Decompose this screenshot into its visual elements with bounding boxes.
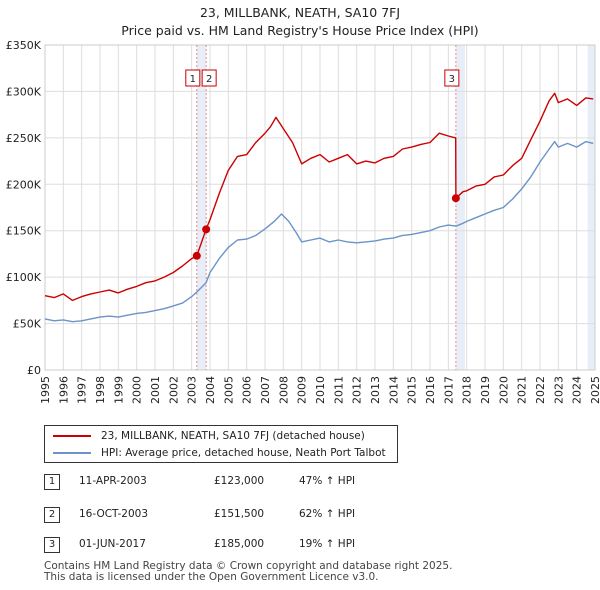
x-tick-label: 1997: [76, 376, 89, 404]
y-tick-label: £350K: [6, 39, 42, 52]
sale-marker-box: [185, 69, 201, 87]
x-tick-label: 2021: [516, 376, 529, 404]
x-tick-label: 2012: [351, 376, 364, 404]
transaction-number: 3: [44, 537, 60, 553]
sale-marker-box: [444, 69, 460, 87]
sale-marker-label: 2: [206, 74, 212, 85]
x-tick-label: 2003: [186, 376, 199, 404]
x-tick-label: 2006: [241, 376, 254, 404]
x-tick-label: 2017: [442, 376, 455, 404]
hpi-line: [44, 140, 594, 323]
transaction-hpi: 62% ↑ HPI: [299, 508, 356, 520]
transaction-date: 01-JUN-2017: [79, 538, 146, 550]
transaction-price: £185,000: [214, 538, 265, 550]
x-tick-label: 2010: [314, 376, 327, 404]
x-tick-label: 1995: [39, 376, 52, 404]
x-tick-label: 2019: [479, 376, 492, 404]
sale-point: [202, 225, 211, 234]
transaction-price: £123,000: [214, 475, 265, 487]
x-tick-label: 2018: [461, 376, 474, 404]
x-tick-label: 2016: [424, 376, 437, 404]
x-tick-label: 2013: [369, 376, 382, 404]
x-tick-label: 2008: [277, 376, 290, 404]
x-tick-label: 2014: [387, 376, 400, 404]
x-tick-label: 2002: [167, 376, 180, 404]
chart-title-line2: Price paid vs. HM Land Registry's House …: [121, 23, 479, 38]
x-tick-label: 2000: [131, 376, 144, 404]
legend-swatch-hpi: [53, 452, 91, 454]
x-tick-label: 2011: [332, 376, 345, 404]
plot-border: [44, 44, 596, 371]
x-tick-label: 1999: [112, 376, 125, 404]
x-tick-label: 1998: [94, 376, 107, 404]
legend-item-property: 23, MILLBANK, NEATH, SA10 7FJ (detached …: [53, 428, 365, 444]
transaction-number: 2: [44, 507, 60, 523]
transaction-row: 3 01-JUN-2017 £185,000 19% ↑ HPI: [44, 535, 464, 555]
sale-point: [451, 194, 460, 203]
transaction-date: 16-OCT-2003: [79, 508, 148, 520]
transaction-price: £151,500: [214, 508, 265, 520]
transaction-hpi: 47% ↑ HPI: [299, 475, 356, 487]
legend-item-hpi: HPI: Average price, detached house, Neat…: [53, 445, 386, 461]
transaction-date: 11-APR-2003: [79, 475, 147, 487]
x-tick-label: 2020: [497, 376, 510, 404]
y-tick-label: £0: [27, 364, 41, 377]
sale-marker-label: 1: [190, 74, 196, 85]
sale-shade-band: [455, 45, 466, 370]
chart-title-line1: 23, MILLBANK, NEATH, SA10 7FJ: [199, 5, 401, 20]
y-tick-label: £150K: [6, 225, 42, 238]
property-price-line: [44, 92, 594, 302]
footer-licence: This data is licensed under the Open Gov…: [44, 571, 379, 583]
x-tick-label: 2022: [534, 376, 547, 404]
forecast-shade-band: [587, 45, 595, 370]
legend-swatch-property: [53, 435, 91, 437]
sale-marker-label: 3: [449, 74, 455, 85]
legend: 23, MILLBANK, NEATH, SA10 7FJ (detached …: [44, 425, 398, 463]
x-tick-label: 2025: [589, 376, 600, 404]
footer: Contains HM Land Registry data © Crown c…: [44, 561, 452, 583]
y-tick-label: £250K: [6, 132, 42, 145]
x-tick-label: 2015: [406, 376, 419, 404]
x-tick-label: 2001: [149, 376, 162, 404]
transaction-hpi: 19% ↑ HPI: [299, 538, 356, 550]
x-tick-label: 2023: [552, 376, 565, 404]
y-tick-label: £200K: [6, 178, 42, 191]
footer-copyright: Contains HM Land Registry data © Crown c…: [44, 560, 453, 572]
x-tick-label: 2005: [222, 376, 235, 404]
sale-shade-band: [196, 45, 207, 370]
transaction-row: 2 16-OCT-2003 £151,500 62% ↑ HPI: [44, 505, 464, 525]
chart-title: 23, MILLBANK, NEATH, SA10 7FJ Price paid…: [0, 4, 600, 40]
x-tick-label: 2024: [571, 376, 584, 404]
sale-marker-box: [201, 69, 217, 87]
transaction-number: 1: [44, 474, 60, 490]
y-tick-label: £100K: [6, 271, 42, 284]
transaction-row: 1 11-APR-2003 £123,000 47% ↑ HPI: [44, 472, 464, 492]
sale-point: [192, 251, 201, 260]
legend-label-hpi: HPI: Average price, detached house, Neat…: [101, 447, 386, 459]
legend-label-property: 23, MILLBANK, NEATH, SA10 7FJ (detached …: [101, 430, 365, 442]
x-tick-label: 2009: [296, 376, 309, 404]
x-tick-label: 2004: [204, 376, 217, 404]
y-tick-label: £50K: [13, 318, 42, 331]
price-chart: £0 £50K £100K £150K £200K £250K £300K £350K 1995…: [6, 39, 600, 404]
x-tick-label: 2007: [259, 376, 272, 404]
y-tick-label: £300K: [6, 85, 42, 98]
x-tick-label: 1996: [57, 376, 70, 404]
